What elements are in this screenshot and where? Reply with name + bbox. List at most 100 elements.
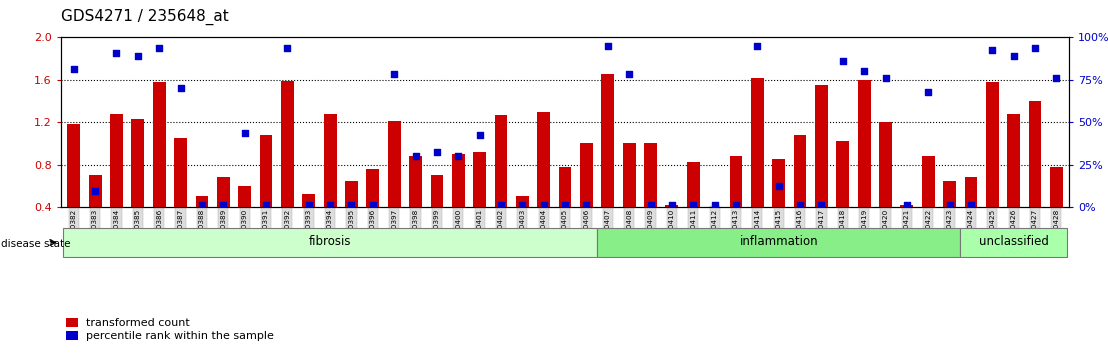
Point: [300, 202, 318, 208]
Point: [556, 202, 574, 208]
Bar: [516, 196, 529, 250]
Point: [727, 202, 745, 208]
Point: [1026, 45, 1044, 51]
Bar: [772, 159, 786, 250]
Text: fibrosis: fibrosis: [309, 235, 351, 249]
Point: [407, 153, 424, 159]
Bar: [63, 228, 597, 257]
Bar: [965, 177, 977, 250]
Point: [342, 202, 360, 208]
Point: [620, 72, 638, 77]
Point: [363, 202, 381, 208]
Bar: [1050, 167, 1063, 250]
Bar: [687, 162, 699, 250]
Text: unclassified: unclassified: [978, 235, 1048, 249]
Bar: [217, 177, 229, 250]
Bar: [837, 141, 849, 250]
Bar: [324, 114, 337, 250]
Bar: [110, 114, 123, 250]
Point: [107, 50, 125, 56]
Point: [685, 202, 702, 208]
Point: [834, 58, 852, 63]
Bar: [1007, 114, 1020, 250]
Bar: [901, 205, 913, 250]
Legend: transformed count, percentile rank within the sample: transformed count, percentile rank withi…: [66, 318, 275, 341]
Bar: [89, 175, 102, 250]
Bar: [431, 175, 443, 250]
Point: [471, 132, 489, 138]
Bar: [751, 78, 763, 250]
Bar: [858, 80, 871, 250]
Point: [321, 202, 339, 208]
Point: [941, 202, 958, 208]
Point: [215, 202, 233, 208]
Bar: [961, 228, 1067, 257]
Point: [876, 75, 894, 80]
Point: [386, 72, 403, 77]
Text: GDS4271 / 235648_at: GDS4271 / 235648_at: [61, 9, 228, 25]
Bar: [579, 143, 593, 250]
Bar: [132, 119, 144, 250]
Point: [770, 183, 788, 189]
Bar: [345, 181, 358, 250]
Point: [492, 202, 510, 208]
Bar: [238, 186, 252, 250]
Text: inflammation: inflammation: [739, 235, 818, 249]
Point: [151, 45, 168, 51]
Bar: [793, 135, 807, 250]
Bar: [602, 74, 614, 250]
Point: [257, 202, 275, 208]
Bar: [537, 112, 551, 250]
Point: [1047, 75, 1065, 80]
Bar: [388, 121, 401, 250]
Point: [86, 188, 104, 194]
Point: [450, 153, 468, 159]
Point: [236, 130, 254, 136]
Point: [193, 202, 211, 208]
Bar: [922, 156, 935, 250]
Point: [513, 202, 531, 208]
Bar: [153, 82, 165, 250]
Bar: [1028, 101, 1042, 250]
Bar: [494, 115, 507, 250]
Point: [278, 45, 296, 51]
Point: [855, 68, 873, 74]
Point: [172, 85, 189, 91]
Bar: [409, 156, 422, 250]
Point: [65, 66, 83, 72]
Bar: [367, 169, 379, 250]
Bar: [986, 82, 998, 250]
Point: [1005, 53, 1023, 59]
Point: [706, 202, 724, 208]
Point: [962, 202, 979, 208]
Point: [897, 202, 915, 208]
Point: [920, 90, 937, 95]
Bar: [68, 124, 80, 250]
Bar: [302, 194, 315, 250]
Point: [812, 202, 830, 208]
Bar: [174, 138, 187, 250]
Bar: [473, 152, 486, 250]
Bar: [815, 85, 828, 250]
Bar: [729, 156, 742, 250]
Bar: [597, 228, 961, 257]
Bar: [281, 81, 294, 250]
Point: [749, 43, 767, 48]
Bar: [623, 143, 636, 250]
Point: [129, 53, 146, 59]
Point: [791, 202, 809, 208]
Bar: [708, 221, 721, 250]
Point: [599, 43, 617, 48]
Point: [663, 202, 680, 208]
Bar: [879, 122, 892, 250]
Bar: [452, 154, 464, 250]
Point: [535, 202, 553, 208]
Bar: [943, 181, 956, 250]
Point: [577, 202, 595, 208]
Point: [984, 47, 1002, 53]
Text: disease state: disease state: [1, 239, 71, 249]
Bar: [666, 205, 678, 250]
Bar: [259, 135, 273, 250]
Bar: [195, 196, 208, 250]
Bar: [644, 143, 657, 250]
